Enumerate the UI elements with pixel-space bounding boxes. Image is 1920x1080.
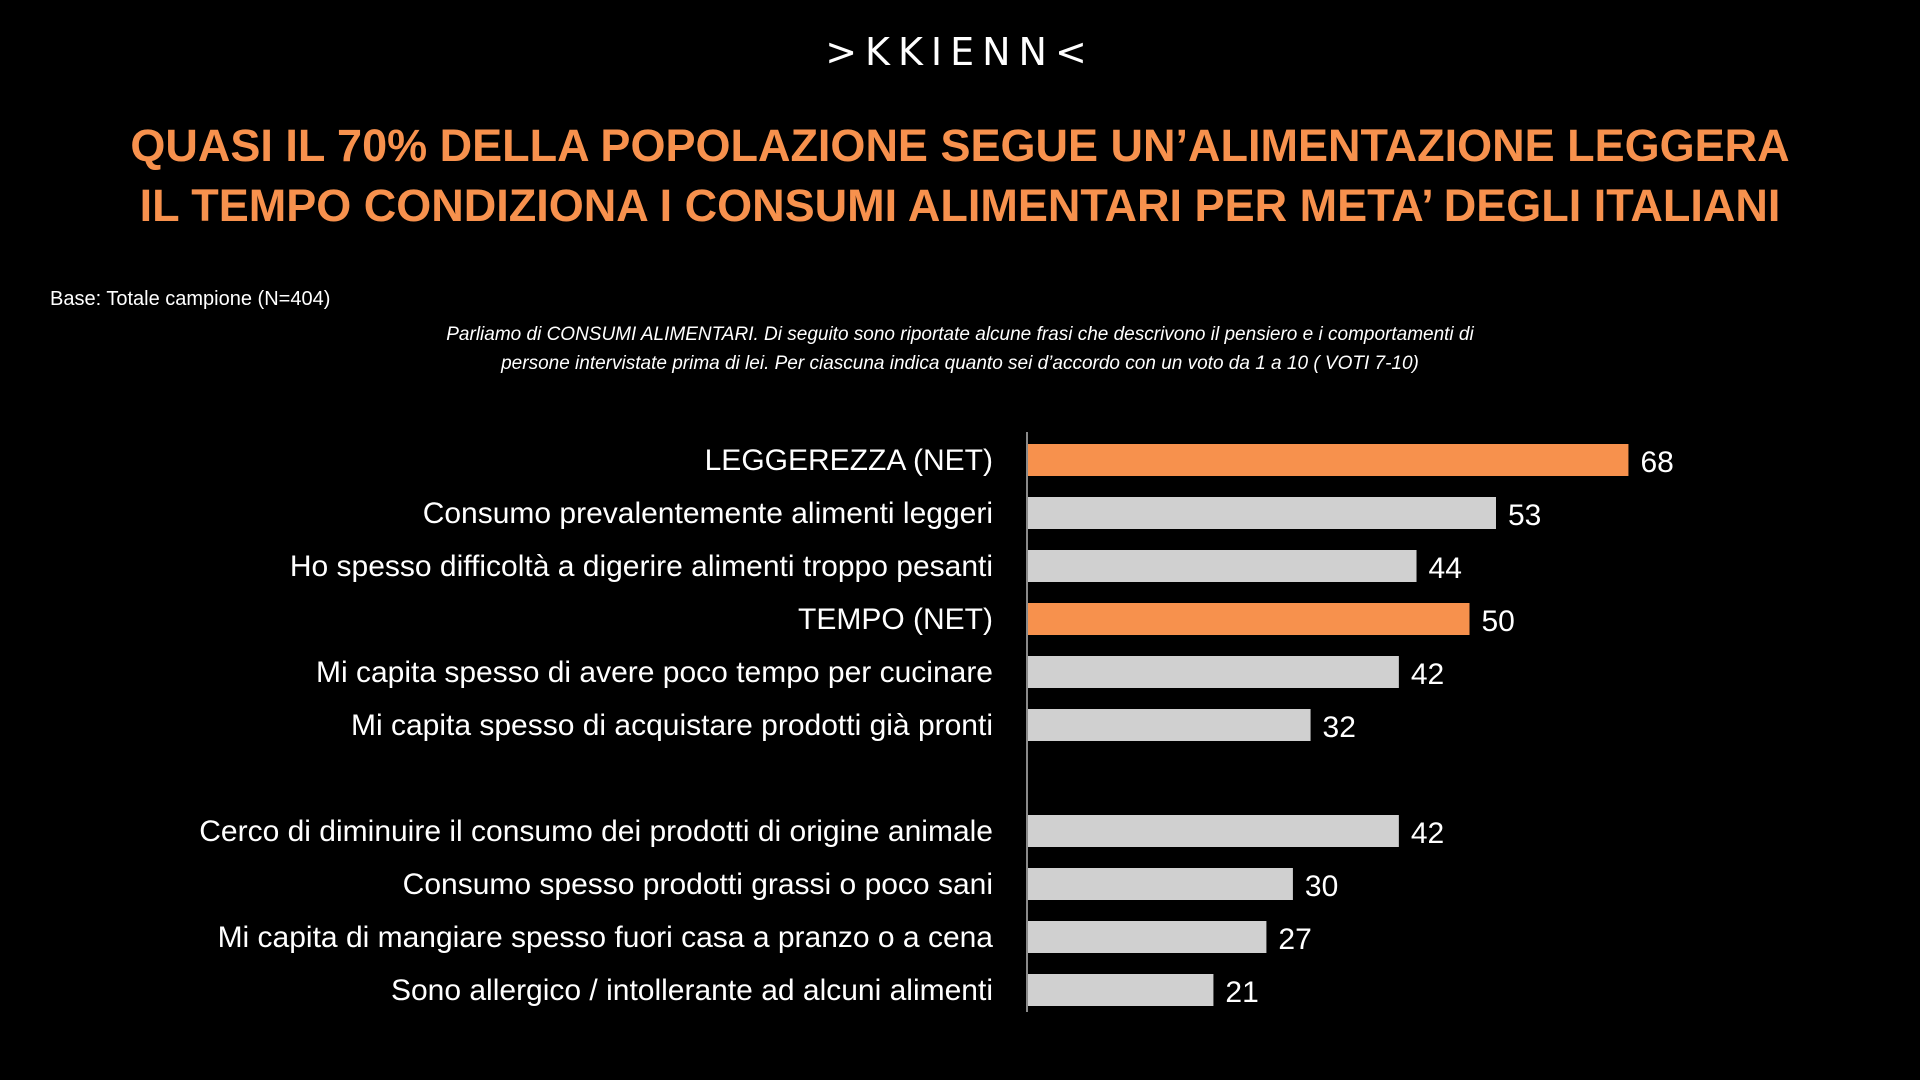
bar (1028, 974, 1214, 1006)
data-label: 21 (1225, 976, 1258, 1009)
data-label: 32 (1323, 711, 1356, 744)
question-line-2: persone intervistate prima di lei. Per c… (501, 353, 1419, 374)
bar (1028, 921, 1267, 953)
question-text: Parliamo di CONSUMI ALIMENTARI. Di segui… (330, 320, 1590, 378)
data-label: 68 (1640, 446, 1673, 479)
data-label: 53 (1508, 499, 1541, 532)
kkienn-logo: >KKIENN< (825, 30, 1095, 74)
category-label: Cerco di diminuire il consumo dei prodot… (199, 815, 993, 848)
data-label: 30 (1305, 870, 1338, 903)
bar (1028, 497, 1496, 529)
data-label: 27 (1278, 923, 1311, 956)
category-label: TEMPO (NET) (798, 603, 993, 636)
data-label: 42 (1411, 658, 1444, 691)
title-line-2: IL TEMPO CONDIZIONA I CONSUMI ALIMENTARI… (139, 180, 1781, 231)
category-label: Mi capita di mangiare spesso fuori casa … (218, 921, 994, 954)
data-label: 50 (1482, 605, 1515, 638)
bar (1028, 444, 1629, 476)
page-title: QUASI IL 70% DELLA POPOLAZIONE SEGUE UN’… (0, 116, 1920, 236)
category-label: Mi capita spesso di avere poco tempo per… (316, 656, 993, 689)
category-label: Consumo spesso prodotti grassi o poco sa… (403, 868, 993, 901)
category-label: Consumo prevalentemente alimenti leggeri (423, 497, 993, 530)
title-line-1: QUASI IL 70% DELLA POPOLAZIONE SEGUE UN’… (130, 120, 1790, 171)
category-label: LEGGEREZZA (NET) (705, 444, 993, 477)
category-label: Sono allergico / intollerante ad alcuni … (391, 974, 993, 1007)
bar (1028, 709, 1311, 741)
question-line-1: Parliamo di CONSUMI ALIMENTARI. Di segui… (446, 324, 1474, 345)
category-label: Ho spesso difficoltà a digerire alimenti… (290, 550, 993, 583)
bar (1028, 815, 1399, 847)
category-label: Mi capita spesso di acquistare prodotti … (351, 709, 993, 742)
bar (1028, 603, 1470, 635)
bar (1028, 868, 1293, 900)
data-label: 42 (1411, 817, 1444, 850)
bar (1028, 550, 1417, 582)
sample-base-note: Base: Totale campione (N=404) (50, 288, 331, 310)
data-label: 44 (1429, 552, 1462, 585)
bar (1028, 656, 1399, 688)
